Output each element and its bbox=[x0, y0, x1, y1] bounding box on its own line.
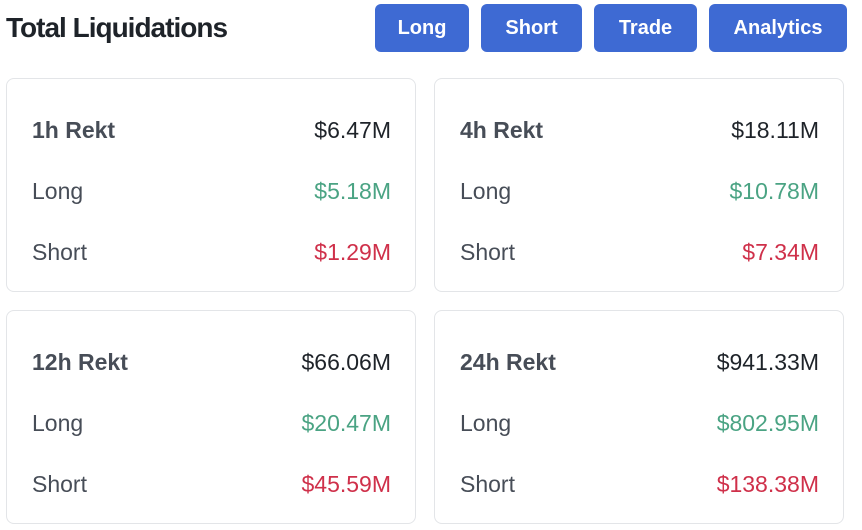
short-value: $138.38M bbox=[716, 471, 819, 497]
long-value: $10.78M bbox=[729, 178, 819, 204]
short-row: Short $1.29M bbox=[32, 237, 391, 267]
total-value: $66.06M bbox=[301, 349, 391, 375]
liquidation-card-1h: 1h Rekt $6.47M Long $5.18M Short $1.29M bbox=[6, 78, 416, 292]
total-row: 1h Rekt $6.47M bbox=[32, 115, 391, 145]
short-label: Short bbox=[32, 239, 87, 265]
short-label: Short bbox=[460, 239, 515, 265]
total-row: 24h Rekt $941.33M bbox=[460, 347, 819, 377]
long-label: Long bbox=[32, 410, 84, 436]
short-label: Short bbox=[32, 471, 87, 497]
total-value: $941.33M bbox=[716, 349, 819, 375]
long-row: Long $5.18M bbox=[32, 176, 391, 206]
long-label: Long bbox=[32, 178, 84, 204]
card-title: 12h Rekt bbox=[32, 349, 128, 375]
long-row: Long $802.95M bbox=[460, 408, 819, 438]
short-value: $1.29M bbox=[314, 239, 391, 265]
short-row: Short $138.38M bbox=[460, 469, 819, 499]
total-row: 4h Rekt $18.11M bbox=[460, 115, 819, 145]
short-row: Short $7.34M bbox=[460, 237, 819, 267]
long-button[interactable]: Long bbox=[375, 4, 469, 52]
long-row: Long $10.78M bbox=[460, 176, 819, 206]
page-title: Total Liquidations bbox=[6, 12, 228, 43]
card-title: 4h Rekt bbox=[460, 117, 544, 143]
long-value: $802.95M bbox=[716, 410, 819, 436]
short-button[interactable]: Short bbox=[481, 4, 582, 52]
total-row: 12h Rekt $66.06M bbox=[32, 347, 391, 377]
short-value: $45.59M bbox=[301, 471, 391, 497]
card-title: 1h Rekt bbox=[32, 117, 116, 143]
long-value: $20.47M bbox=[301, 410, 391, 436]
long-value: $5.18M bbox=[314, 178, 391, 204]
header: Total Liquidations Long Short Trade Anal… bbox=[0, 0, 862, 62]
analytics-button[interactable]: Analytics bbox=[709, 4, 847, 52]
long-row: Long $20.47M bbox=[32, 408, 391, 438]
liquidation-card-4h: 4h Rekt $18.11M Long $10.78M Short $7.34… bbox=[434, 78, 844, 292]
total-value: $18.11M bbox=[731, 117, 819, 143]
short-label: Short bbox=[460, 471, 515, 497]
trade-button[interactable]: Trade bbox=[594, 4, 697, 52]
liquidation-card-24h: 24h Rekt $941.33M Long $802.95M Short $1… bbox=[434, 310, 844, 524]
long-label: Long bbox=[460, 178, 512, 204]
total-value: $6.47M bbox=[314, 117, 391, 143]
short-value: $7.34M bbox=[742, 239, 819, 265]
short-row: Short $45.59M bbox=[32, 469, 391, 499]
long-label: Long bbox=[460, 410, 512, 436]
card-title: 24h Rekt bbox=[460, 349, 556, 375]
liquidation-card-12h: 12h Rekt $66.06M Long $20.47M Short $45.… bbox=[6, 310, 416, 524]
